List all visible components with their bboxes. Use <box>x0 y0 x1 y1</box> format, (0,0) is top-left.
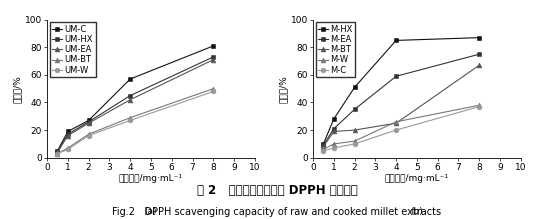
M-C <box>476 105 483 108</box>
Text: Fig.2   DPPH scavenging capacity of raw and cooked millet extracts: Fig.2 DPPH scavenging capacity of raw an… <box>112 207 442 217</box>
UM-EA <box>127 98 134 101</box>
UM-W <box>210 90 217 93</box>
UM-EA <box>54 151 61 154</box>
M-BT <box>351 129 358 131</box>
Y-axis label: 抑制率/%: 抑制率/% <box>279 75 288 102</box>
Line: UM-EA: UM-EA <box>55 57 216 155</box>
M-BT <box>320 145 327 148</box>
UM-W <box>54 152 61 155</box>
Line: UM-W: UM-W <box>55 89 216 156</box>
UM-BT <box>127 116 134 119</box>
M-EA <box>320 144 327 147</box>
UM-HX <box>65 133 71 136</box>
Legend: M-HX, M-EA, M-BT, M-W, M-C: M-HX, M-EA, M-BT, M-W, M-C <box>316 22 355 77</box>
M-W <box>393 120 399 123</box>
X-axis label: 质量浓度/mg·mL⁻¹: 质量浓度/mg·mL⁻¹ <box>385 174 449 183</box>
M-HX <box>320 143 327 145</box>
M-W <box>476 104 483 107</box>
M-HX <box>393 39 399 42</box>
M-HX <box>330 118 337 120</box>
M-EA <box>476 53 483 55</box>
M-BT <box>393 122 399 124</box>
M-W <box>330 143 337 145</box>
UM-BT <box>85 133 92 136</box>
UM-HX <box>54 151 61 154</box>
M-C <box>330 147 337 149</box>
UM-C <box>127 78 134 80</box>
M-W <box>320 148 327 151</box>
UM-C <box>85 119 92 122</box>
Line: M-HX: M-HX <box>321 35 481 146</box>
Line: M-EA: M-EA <box>321 52 481 148</box>
M-C <box>393 129 399 131</box>
UM-HX <box>85 120 92 123</box>
UM-BT <box>54 152 61 155</box>
M-C <box>351 143 358 145</box>
UM-C <box>65 130 71 133</box>
Line: M-BT: M-BT <box>321 63 481 149</box>
M-HX <box>476 36 483 39</box>
UM-W <box>127 119 134 122</box>
UM-HX <box>210 56 217 58</box>
Text: 图 2   生、熏小米提取物 DPPH 清除能力: 图 2 生、熏小米提取物 DPPH 清除能力 <box>197 184 357 197</box>
UM-HX <box>127 94 134 97</box>
M-C <box>320 149 327 152</box>
Line: UM-BT: UM-BT <box>55 86 216 156</box>
UM-C <box>210 45 217 47</box>
M-EA <box>393 75 399 78</box>
Line: UM-C: UM-C <box>55 44 216 153</box>
UM-W <box>65 148 71 151</box>
M-EA <box>330 127 337 130</box>
Line: UM-HX: UM-HX <box>55 55 216 155</box>
Text: (b): (b) <box>411 207 423 216</box>
X-axis label: 质量浓度/mg·mL⁻¹: 质量浓度/mg·mL⁻¹ <box>119 174 183 183</box>
M-BT <box>330 130 337 133</box>
Line: M-W: M-W <box>321 103 481 152</box>
UM-W <box>85 134 92 137</box>
UM-BT <box>65 147 71 149</box>
Legend: UM-C, UM-HX, UM-EA, UM-BT, UM-W: UM-C, UM-HX, UM-EA, UM-BT, UM-W <box>50 22 96 77</box>
Text: (a): (a) <box>145 207 157 216</box>
Y-axis label: 抑制率/%: 抑制率/% <box>13 75 22 102</box>
UM-EA <box>65 134 71 137</box>
M-BT <box>476 64 483 67</box>
UM-EA <box>210 58 217 61</box>
UM-EA <box>85 122 92 124</box>
M-W <box>351 140 358 142</box>
Line: M-C: M-C <box>321 104 481 153</box>
UM-BT <box>210 87 217 90</box>
M-EA <box>351 108 358 111</box>
UM-C <box>54 149 61 152</box>
M-HX <box>351 86 358 89</box>
